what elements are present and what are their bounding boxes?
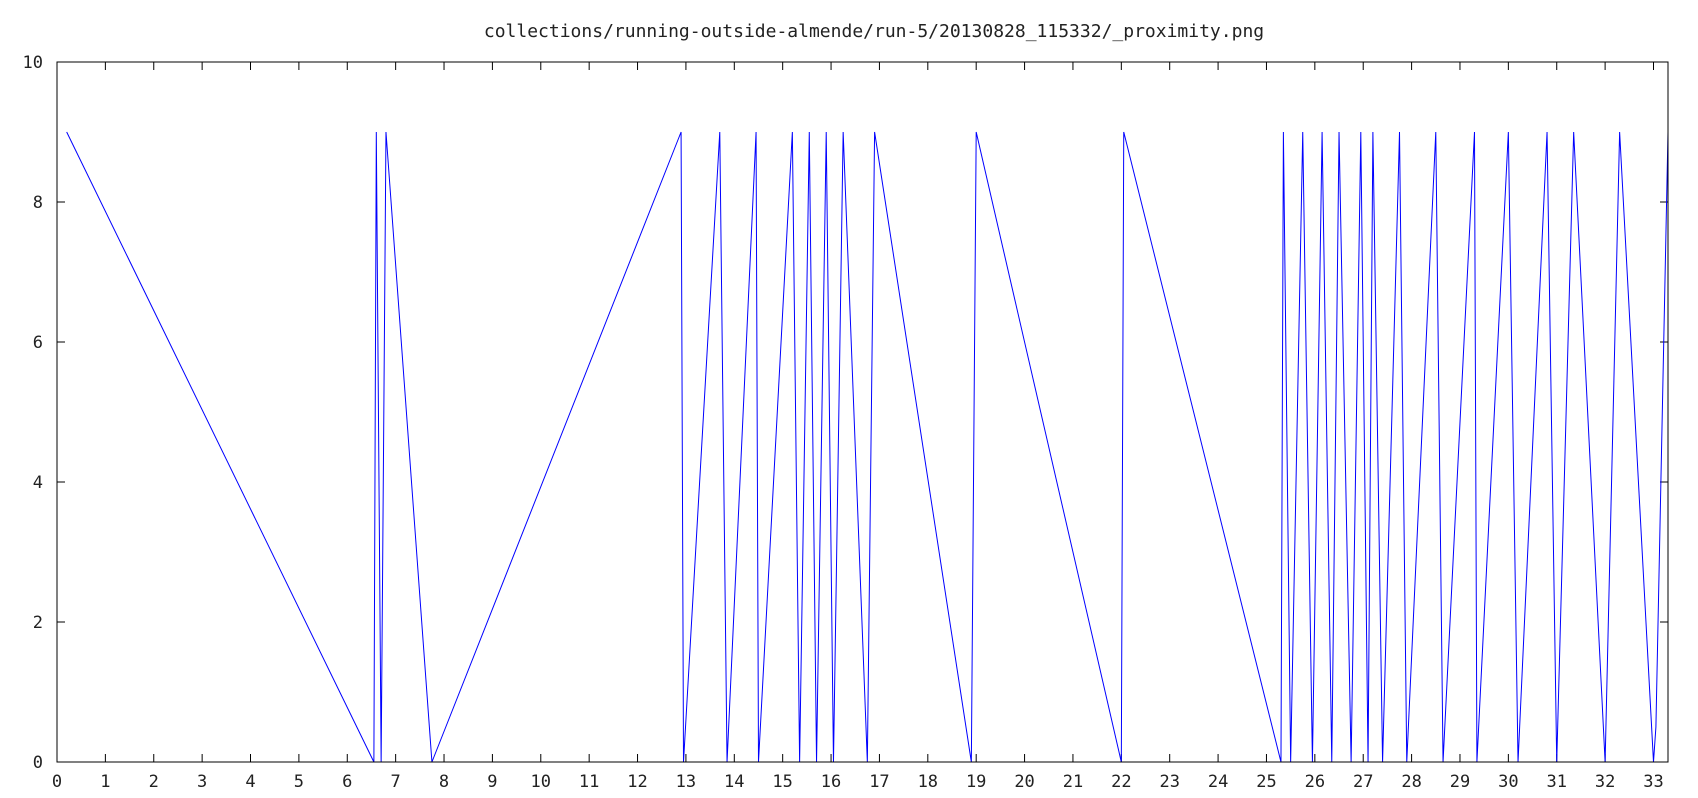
- x-tick-label: 18: [918, 772, 938, 792]
- x-tick-label: 4: [245, 772, 255, 792]
- x-tick-label: 2: [149, 772, 159, 792]
- x-tick-label: 7: [391, 772, 401, 792]
- x-tick-label: 22: [1111, 772, 1131, 792]
- x-tick-label: 3: [197, 772, 207, 792]
- y-tick-label: 10: [23, 53, 43, 73]
- x-tick-label: 14: [724, 772, 744, 792]
- x-tick-label: 19: [966, 772, 986, 792]
- x-tick-label: 9: [487, 772, 497, 792]
- tick-layer: [56, 61, 1668, 763]
- x-tick-label: 0: [52, 772, 62, 792]
- x-tick-label: 11: [579, 772, 599, 792]
- x-tick-label: 1: [100, 772, 110, 792]
- y-tick-label: 8: [33, 193, 43, 213]
- x-tick-label: 29: [1450, 772, 1470, 792]
- x-tick-label: 32: [1595, 772, 1615, 792]
- x-tick-label: 33: [1643, 772, 1663, 792]
- chart-title: collections/running-outside-almende/run-…: [484, 21, 1264, 42]
- x-tick-label: 23: [1159, 772, 1179, 792]
- series-line-0: [66, 131, 1669, 763]
- plot-frame: [56, 61, 1669, 763]
- x-tick-label: 20: [1014, 772, 1034, 792]
- x-tick-label: 21: [1063, 772, 1083, 792]
- x-tick-label: 6: [342, 772, 352, 792]
- x-tick-label: 5: [294, 772, 304, 792]
- x-tick-label: 8: [439, 772, 449, 792]
- x-tick-label: 26: [1305, 772, 1325, 792]
- x-tick-label: 10: [531, 772, 551, 792]
- x-tick-label: 24: [1208, 772, 1228, 792]
- x-tick-label: 30: [1498, 772, 1518, 792]
- x-tick-label: 13: [676, 772, 696, 792]
- x-tick-label: 25: [1256, 772, 1276, 792]
- x-tick-label: 17: [869, 772, 889, 792]
- x-tick-label: 27: [1353, 772, 1373, 792]
- x-tick-label: 31: [1546, 772, 1566, 792]
- x-tick-label: 12: [627, 772, 647, 792]
- x-tick-label: 16: [821, 772, 841, 792]
- y-tick-label: 2: [33, 613, 43, 633]
- y-tick-label: 0: [33, 753, 43, 773]
- y-tick-label: 4: [33, 473, 43, 493]
- x-tick-label: 15: [772, 772, 792, 792]
- y-tick-label: 6: [33, 333, 43, 353]
- x-tick-label: 28: [1401, 772, 1421, 792]
- tick-label-layer: 0 1 2 3 4 5 6 7 8 9 10 11 12 13 14 15 16 17 18 19 20 21 22 23 24…: [23, 53, 1664, 792]
- series-layer: [57, 131, 1669, 763]
